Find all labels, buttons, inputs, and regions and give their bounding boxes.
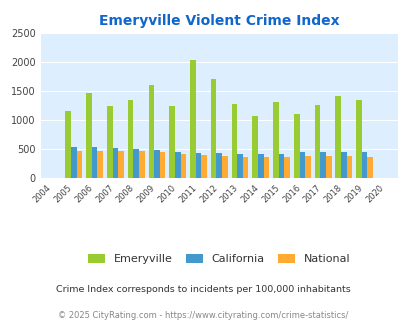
Bar xyxy=(216,153,222,178)
Bar xyxy=(195,153,201,178)
Bar xyxy=(361,152,367,178)
Bar xyxy=(133,149,139,178)
Bar xyxy=(340,152,346,178)
Text: © 2025 CityRating.com - https://www.cityrating.com/crime-statistics/: © 2025 CityRating.com - https://www.city… xyxy=(58,312,347,320)
Bar xyxy=(159,152,165,178)
Title: Emeryville Violent Crime Index: Emeryville Violent Crime Index xyxy=(99,14,339,28)
Bar xyxy=(180,154,185,178)
Bar xyxy=(252,116,257,178)
Bar xyxy=(314,105,320,178)
Bar xyxy=(201,155,207,178)
Bar xyxy=(175,152,180,178)
Bar xyxy=(237,154,242,178)
Bar xyxy=(355,100,361,178)
Bar xyxy=(190,60,195,178)
Bar xyxy=(257,154,263,178)
Bar xyxy=(346,156,352,178)
Bar xyxy=(263,157,269,178)
Bar xyxy=(148,85,154,178)
Bar xyxy=(71,147,77,178)
Bar xyxy=(222,155,227,178)
Bar xyxy=(118,151,124,178)
Text: Crime Index corresponds to incidents per 100,000 inhabitants: Crime Index corresponds to incidents per… xyxy=(55,285,350,294)
Bar xyxy=(65,111,71,178)
Bar xyxy=(169,106,175,178)
Bar xyxy=(231,104,237,178)
Bar xyxy=(112,148,118,178)
Bar xyxy=(305,156,310,178)
Bar xyxy=(154,150,159,178)
Bar xyxy=(77,150,82,178)
Legend: Emeryville, California, National: Emeryville, California, National xyxy=(83,249,354,269)
Bar xyxy=(92,147,97,178)
Bar xyxy=(128,100,133,178)
Bar xyxy=(210,80,216,178)
Bar xyxy=(325,155,331,178)
Bar xyxy=(320,152,325,178)
Bar xyxy=(139,151,144,178)
Bar xyxy=(273,102,278,178)
Bar xyxy=(86,93,92,178)
Bar xyxy=(278,153,284,178)
Bar xyxy=(242,157,248,178)
Bar xyxy=(284,157,289,178)
Bar xyxy=(367,157,372,178)
Bar xyxy=(335,96,340,178)
Bar xyxy=(299,152,305,178)
Bar xyxy=(97,150,103,178)
Bar xyxy=(107,106,112,178)
Bar xyxy=(293,114,299,178)
